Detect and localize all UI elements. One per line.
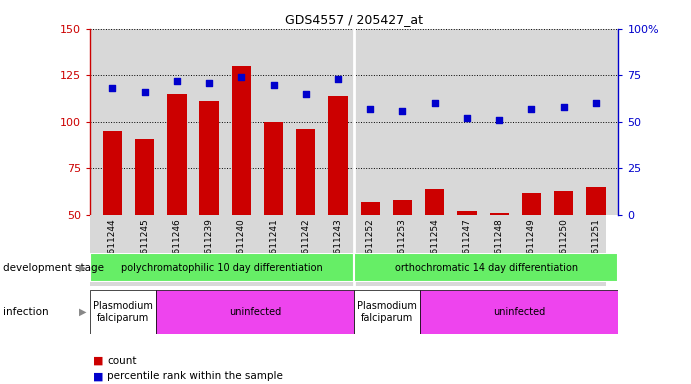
Text: GSM611244: GSM611244 xyxy=(108,218,117,273)
Point xyxy=(558,104,569,110)
Text: ▶: ▶ xyxy=(79,307,86,317)
Point xyxy=(236,74,247,80)
Text: GSM611250: GSM611250 xyxy=(559,218,568,273)
Point xyxy=(268,81,279,88)
Text: GSM611248: GSM611248 xyxy=(495,218,504,273)
Point xyxy=(462,115,473,121)
Bar xyxy=(586,187,605,215)
Text: GSM611245: GSM611245 xyxy=(140,218,149,273)
Text: ▶: ▶ xyxy=(79,263,86,273)
Text: development stage: development stage xyxy=(3,263,104,273)
Text: GSM611243: GSM611243 xyxy=(334,218,343,273)
Point xyxy=(204,80,215,86)
Bar xyxy=(489,213,509,215)
Text: ■: ■ xyxy=(93,371,104,381)
Text: GSM611241: GSM611241 xyxy=(269,218,278,273)
Bar xyxy=(231,66,251,215)
Bar xyxy=(554,191,574,215)
Bar xyxy=(264,122,283,215)
Text: GSM611247: GSM611247 xyxy=(462,218,471,273)
Point xyxy=(526,106,537,112)
Point xyxy=(590,100,601,106)
Title: GDS4557 / 205427_at: GDS4557 / 205427_at xyxy=(285,13,423,26)
Text: Plasmodium
falciparum: Plasmodium falciparum xyxy=(357,301,417,323)
Bar xyxy=(522,193,541,215)
Text: GSM611253: GSM611253 xyxy=(398,218,407,273)
Text: GSM611240: GSM611240 xyxy=(237,218,246,273)
Bar xyxy=(135,139,154,215)
Bar xyxy=(392,200,412,215)
Text: count: count xyxy=(107,356,137,366)
Text: ■: ■ xyxy=(93,356,104,366)
Point xyxy=(107,85,118,91)
Point xyxy=(429,100,440,106)
Bar xyxy=(457,211,477,215)
Bar xyxy=(167,94,187,215)
Text: GSM611251: GSM611251 xyxy=(591,218,600,273)
Bar xyxy=(354,290,420,334)
Bar xyxy=(103,131,122,215)
Text: orthochromatic 14 day differentiation: orthochromatic 14 day differentiation xyxy=(395,263,578,273)
Text: GSM611249: GSM611249 xyxy=(527,218,536,273)
Text: percentile rank within the sample: percentile rank within the sample xyxy=(107,371,283,381)
Bar xyxy=(354,253,618,282)
Text: uninfected: uninfected xyxy=(493,307,545,317)
Point xyxy=(139,89,150,95)
Bar xyxy=(90,290,156,334)
Point xyxy=(365,106,376,112)
Point xyxy=(301,91,312,97)
Bar xyxy=(200,101,219,215)
Text: GSM611242: GSM611242 xyxy=(301,218,310,273)
Bar xyxy=(420,290,618,334)
Text: GSM611239: GSM611239 xyxy=(205,218,214,273)
Text: GSM611246: GSM611246 xyxy=(172,218,181,273)
Bar xyxy=(156,290,354,334)
Text: GSM611254: GSM611254 xyxy=(430,218,439,273)
Text: Plasmodium
falciparum: Plasmodium falciparum xyxy=(93,301,153,323)
Text: polychromatophilic 10 day differentiation: polychromatophilic 10 day differentiatio… xyxy=(121,263,323,273)
Bar xyxy=(328,96,348,215)
Text: uninfected: uninfected xyxy=(229,307,281,317)
Point xyxy=(493,117,504,123)
Bar xyxy=(361,202,380,215)
Point xyxy=(397,108,408,114)
Bar xyxy=(90,253,354,282)
Point xyxy=(332,76,343,82)
Text: infection: infection xyxy=(3,307,49,317)
Text: GSM611252: GSM611252 xyxy=(366,218,375,273)
Bar xyxy=(296,129,316,215)
Bar xyxy=(425,189,444,215)
Point xyxy=(171,78,182,84)
